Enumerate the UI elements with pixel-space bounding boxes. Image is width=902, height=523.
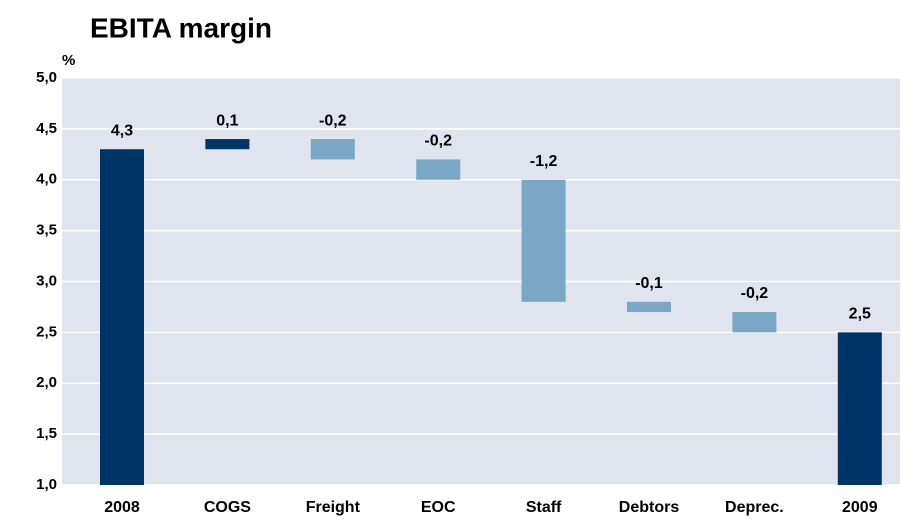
x-tick-label: 2008 <box>104 499 140 516</box>
bar <box>310 139 355 160</box>
value-label: -0,2 <box>424 133 452 150</box>
y-tick-label: 5,0 <box>36 69 57 86</box>
value-label: -0,2 <box>741 285 769 302</box>
bar <box>837 332 882 485</box>
bar <box>627 301 671 313</box>
y-tick-label: 4,0 <box>36 171 57 188</box>
value-label: 0,1 <box>216 112 238 129</box>
value-label: -0,2 <box>319 112 347 129</box>
value-label: 4,3 <box>111 122 133 139</box>
x-tick-label: Staff <box>526 499 562 516</box>
chart-title: EBITA margin <box>90 12 272 43</box>
y-tick-label: 4,5 <box>36 120 57 137</box>
bar <box>416 159 461 180</box>
y-tick-label: 1,5 <box>36 425 57 442</box>
bar <box>521 179 566 302</box>
y-tick-label: 3,0 <box>36 272 57 289</box>
y-tick-label: 2,5 <box>36 323 57 340</box>
x-tick-label: Debtors <box>619 499 680 516</box>
bar <box>100 149 144 485</box>
y-tick-label: 3,5 <box>36 222 57 239</box>
x-tick-label: Freight <box>306 499 361 516</box>
y-tick-label: 2,0 <box>36 374 57 391</box>
value-label: -0,1 <box>635 275 663 292</box>
x-tick-label: 2009 <box>842 499 878 516</box>
bar <box>205 139 250 150</box>
x-tick-label: EOC <box>421 499 456 516</box>
value-label: 2,5 <box>849 306 871 323</box>
x-tick-label: COGS <box>204 499 251 516</box>
value-label: -1,2 <box>530 153 558 170</box>
y-tick-label: 1,0 <box>36 476 57 493</box>
x-tick-label: Deprec. <box>725 499 784 516</box>
y-axis-label: % <box>62 52 75 69</box>
bar <box>732 312 777 333</box>
